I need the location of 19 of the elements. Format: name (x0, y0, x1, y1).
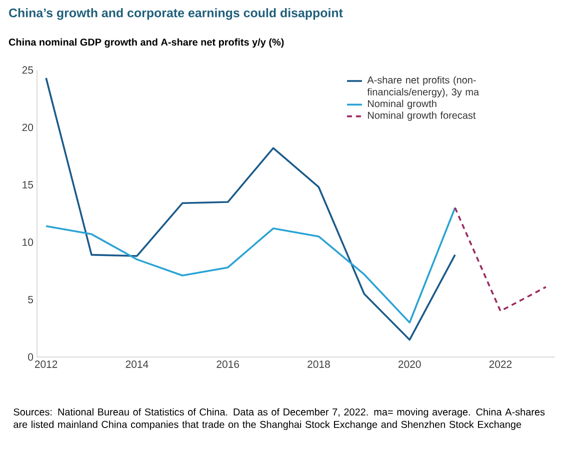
source-note: Sources: National Bureau of Statistics of China. Data as of December 7, 2022. ma= moving average. China A-shares are listed mainland China companies that trade on the Shanghai Stock Exchange and Shenzhen Stock Exchange (14, 408, 545, 430)
x-tick-label: 2022 (489, 360, 512, 368)
line-series (45, 206, 456, 324)
chart-subtitle: China nominal GDP growth and A-share net profits y/y (%) (8, 38, 284, 48)
x-tick-label: 2018 (308, 360, 330, 368)
x-tick-label: 2016 (216, 360, 240, 368)
y-tick-label: 5 (28, 296, 34, 304)
x-tick-label: 2020 (398, 360, 421, 368)
legend-label: Nominal growth (368, 100, 436, 110)
y-tick-label: 0 (28, 353, 34, 361)
legend-label: Nominal growth forecast (368, 112, 476, 121)
y-tick-label: 15 (22, 181, 34, 188)
y-tick-label: 20 (22, 124, 34, 132)
x-tick-label: 2014 (126, 360, 148, 368)
chart-title: China’s growth and corporate earnings could disappoint (9, 8, 343, 20)
legend-label: A-share net profits (non-financials/energy), 3y ma (367, 76, 480, 98)
x-tick-label: 2012 (34, 360, 58, 368)
y-tick-label: 25 (22, 66, 34, 74)
y-tick-label: 10 (22, 238, 34, 246)
